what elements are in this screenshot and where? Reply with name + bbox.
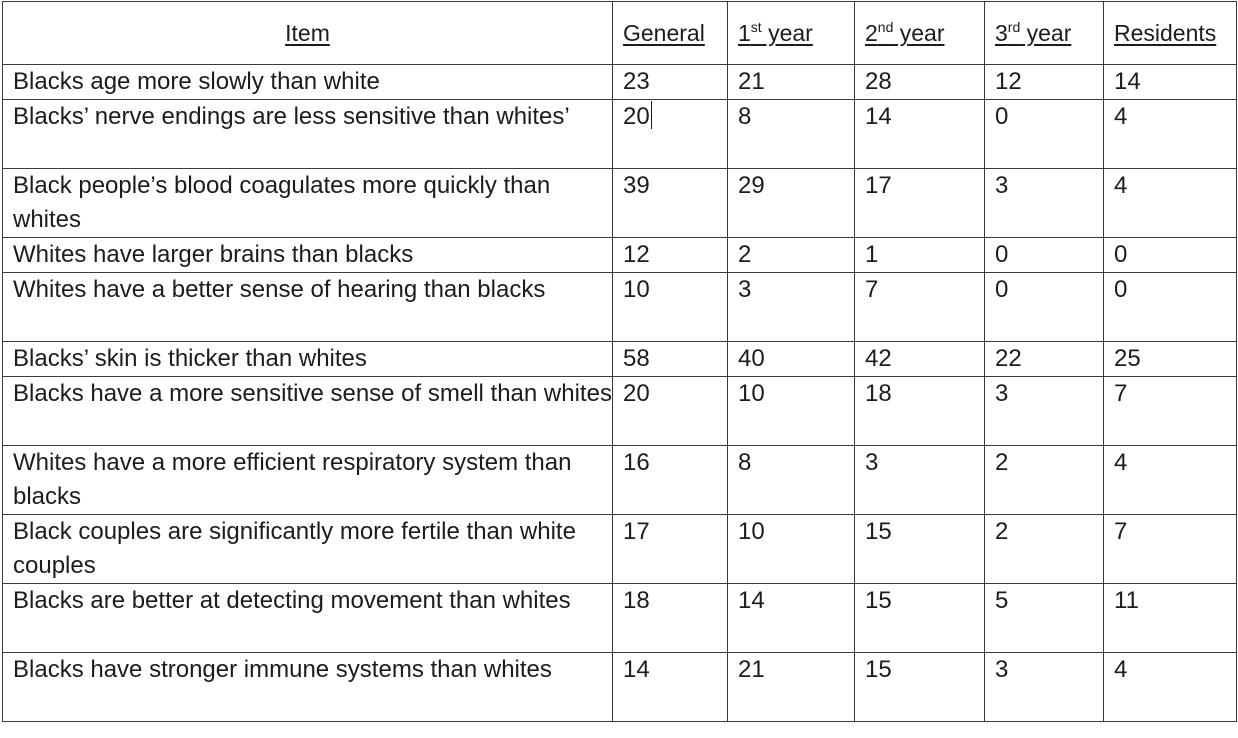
cell-general: 39	[612, 168, 728, 238]
cell-first-year: 14	[727, 583, 855, 653]
cell-general-with-cursor[interactable]: 20	[612, 99, 728, 169]
cell-second-year: 17	[854, 168, 985, 238]
header-second-year-number: 2	[865, 20, 878, 46]
cell-residents: 25	[1103, 341, 1237, 377]
cell-second-year: 42	[854, 341, 985, 377]
cell-residents: 7	[1103, 514, 1237, 584]
cell-item: Blacks’ nerve endings are less sensitive…	[2, 99, 613, 169]
cell-third-year: 0	[984, 99, 1104, 169]
cell-residents: 0	[1103, 237, 1237, 273]
table-row: Black couples are significantly more fer…	[2, 514, 1237, 584]
cell-general: 18	[612, 583, 728, 653]
table-header: Item General 1st year 2nd year 3rd year …	[2, 1, 1237, 65]
table-row: Blacks’ skin is thicker than whites 58 4…	[2, 341, 1237, 377]
header-third-year-number: 3	[995, 20, 1008, 46]
cell-third-year: 5	[984, 583, 1104, 653]
table-row: Blacks age more slowly than white 23 21 …	[2, 64, 1237, 100]
cell-residents: 0	[1103, 272, 1237, 342]
cell-third-year: 0	[984, 272, 1104, 342]
table-row: Whites have a better sense of hearing th…	[2, 272, 1237, 342]
cell-general: 23	[612, 64, 728, 100]
cell-second-year: 28	[854, 64, 985, 100]
cell-item: Whites have larger brains than blacks	[2, 237, 613, 273]
cell-residents: 7	[1103, 376, 1237, 446]
cell-second-year: 15	[854, 514, 985, 584]
cell-general: 20	[612, 376, 728, 446]
header-third-year-suffix: rd	[1007, 19, 1021, 35]
cell-first-year: 3	[727, 272, 855, 342]
cell-item: Black people’s blood coagulates more qui…	[2, 168, 613, 238]
cell-second-year: 15	[854, 652, 985, 722]
cell-second-year: 1	[854, 237, 985, 273]
cell-residents: 11	[1103, 583, 1237, 653]
cell-residents: 4	[1103, 445, 1237, 515]
cell-first-year: 40	[727, 341, 855, 377]
cell-third-year: 22	[984, 341, 1104, 377]
header-residents: Residents	[1103, 1, 1237, 65]
cell-residents: 4	[1103, 652, 1237, 722]
cell-item: Blacks’ skin is thicker than whites	[2, 341, 613, 377]
cell-general-value: 20	[623, 103, 650, 130]
table-row: Whites have larger brains than blacks 12…	[2, 237, 1237, 273]
table-body: Blacks age more slowly than white 23 21 …	[2, 64, 1237, 722]
cell-general: 16	[612, 445, 728, 515]
text-cursor-icon	[650, 101, 652, 129]
cell-second-year: 3	[854, 445, 985, 515]
cell-item: Whites have a more efficient respiratory…	[2, 445, 613, 515]
cell-third-year: 3	[984, 168, 1104, 238]
cell-first-year: 29	[727, 168, 855, 238]
header-second-year-word: year	[893, 20, 945, 46]
cell-item: Whites have a better sense of hearing th…	[2, 272, 613, 342]
header-item: Item	[2, 1, 613, 65]
cell-third-year: 3	[984, 376, 1104, 446]
cell-general: 17	[612, 514, 728, 584]
cell-first-year: 10	[727, 376, 855, 446]
table-row: Blacks’ nerve endings are less sensitive…	[2, 99, 1237, 169]
header-third-year: 3rd year	[984, 1, 1104, 65]
header-row: Item General 1st year 2nd year 3rd year …	[2, 1, 1237, 65]
cell-item: Blacks age more slowly than white	[2, 64, 613, 100]
cell-item: Blacks have stronger immune systems than…	[2, 652, 613, 722]
survey-results-table: Item General 1st year 2nd year 3rd year …	[2, 1, 1237, 722]
header-first-year-number: 1	[738, 20, 751, 46]
cell-second-year: 14	[854, 99, 985, 169]
cell-item: Blacks are better at detecting movement …	[2, 583, 613, 653]
cell-first-year: 8	[727, 445, 855, 515]
cell-item: Black couples are significantly more fer…	[2, 514, 613, 584]
table-row: Blacks are better at detecting movement …	[2, 583, 1237, 653]
cell-residents: 14	[1103, 64, 1237, 100]
cell-first-year: 21	[727, 64, 855, 100]
cell-third-year: 12	[984, 64, 1104, 100]
header-first-year: 1st year	[727, 1, 855, 65]
cell-item: Blacks have a more sensitive sense of sm…	[2, 376, 613, 446]
cell-general: 58	[612, 341, 728, 377]
cell-second-year: 18	[854, 376, 985, 446]
cell-first-year: 2	[727, 237, 855, 273]
cell-general: 14	[612, 652, 728, 722]
table-row: Whites have a more efficient respiratory…	[2, 445, 1237, 515]
header-second-year-suffix: nd	[877, 19, 894, 35]
table-row: Blacks have a more sensitive sense of sm…	[2, 376, 1237, 446]
header-first-year-word: year	[761, 20, 813, 46]
cell-residents: 4	[1103, 99, 1237, 169]
header-first-year-suffix: st	[750, 19, 762, 35]
header-second-year: 2nd year	[854, 1, 985, 65]
cell-general: 12	[612, 237, 728, 273]
cell-third-year: 0	[984, 237, 1104, 273]
cell-residents: 4	[1103, 168, 1237, 238]
cell-first-year: 10	[727, 514, 855, 584]
table-row: Black people’s blood coagulates more qui…	[2, 168, 1237, 238]
cell-third-year: 2	[984, 445, 1104, 515]
cell-third-year: 2	[984, 514, 1104, 584]
cell-second-year: 7	[854, 272, 985, 342]
cell-general: 10	[612, 272, 728, 342]
cell-first-year: 8	[727, 99, 855, 169]
cell-second-year: 15	[854, 583, 985, 653]
cell-third-year: 3	[984, 652, 1104, 722]
cell-first-year: 21	[727, 652, 855, 722]
header-general: General	[612, 1, 728, 65]
header-third-year-word: year	[1020, 20, 1072, 46]
table-row: Blacks have stronger immune systems than…	[2, 652, 1237, 722]
